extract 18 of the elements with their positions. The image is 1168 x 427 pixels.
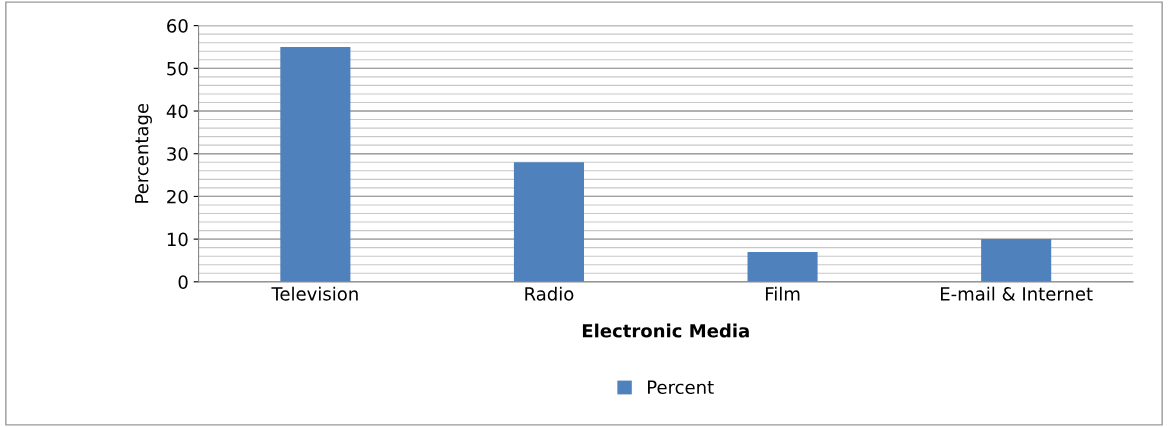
bar: [280, 46, 351, 282]
x-tick-label: Film: [765, 286, 800, 301]
bar: [981, 239, 1052, 282]
x-tick-label: Radio: [525, 286, 574, 301]
y-tick-label: 50: [167, 61, 188, 76]
y-tick-label: 40: [166, 104, 188, 119]
x-tick-label: E-mail & Internet: [941, 286, 1093, 301]
y-tick-label: 60: [167, 19, 188, 33]
legend-label: Percent: [648, 380, 714, 395]
x-axis-title: Electronic Media: [582, 323, 749, 338]
y-tick-label: 30: [167, 147, 188, 161]
x-tick-label: Television: [271, 286, 358, 301]
bar: [747, 251, 818, 282]
y-axis-title: Percentage: [135, 103, 152, 203]
y-tick-label: 0: [178, 275, 188, 289]
y-tick-label: 10: [167, 232, 188, 247]
bar: [513, 162, 584, 282]
y-tick-label: 20: [167, 189, 188, 204]
